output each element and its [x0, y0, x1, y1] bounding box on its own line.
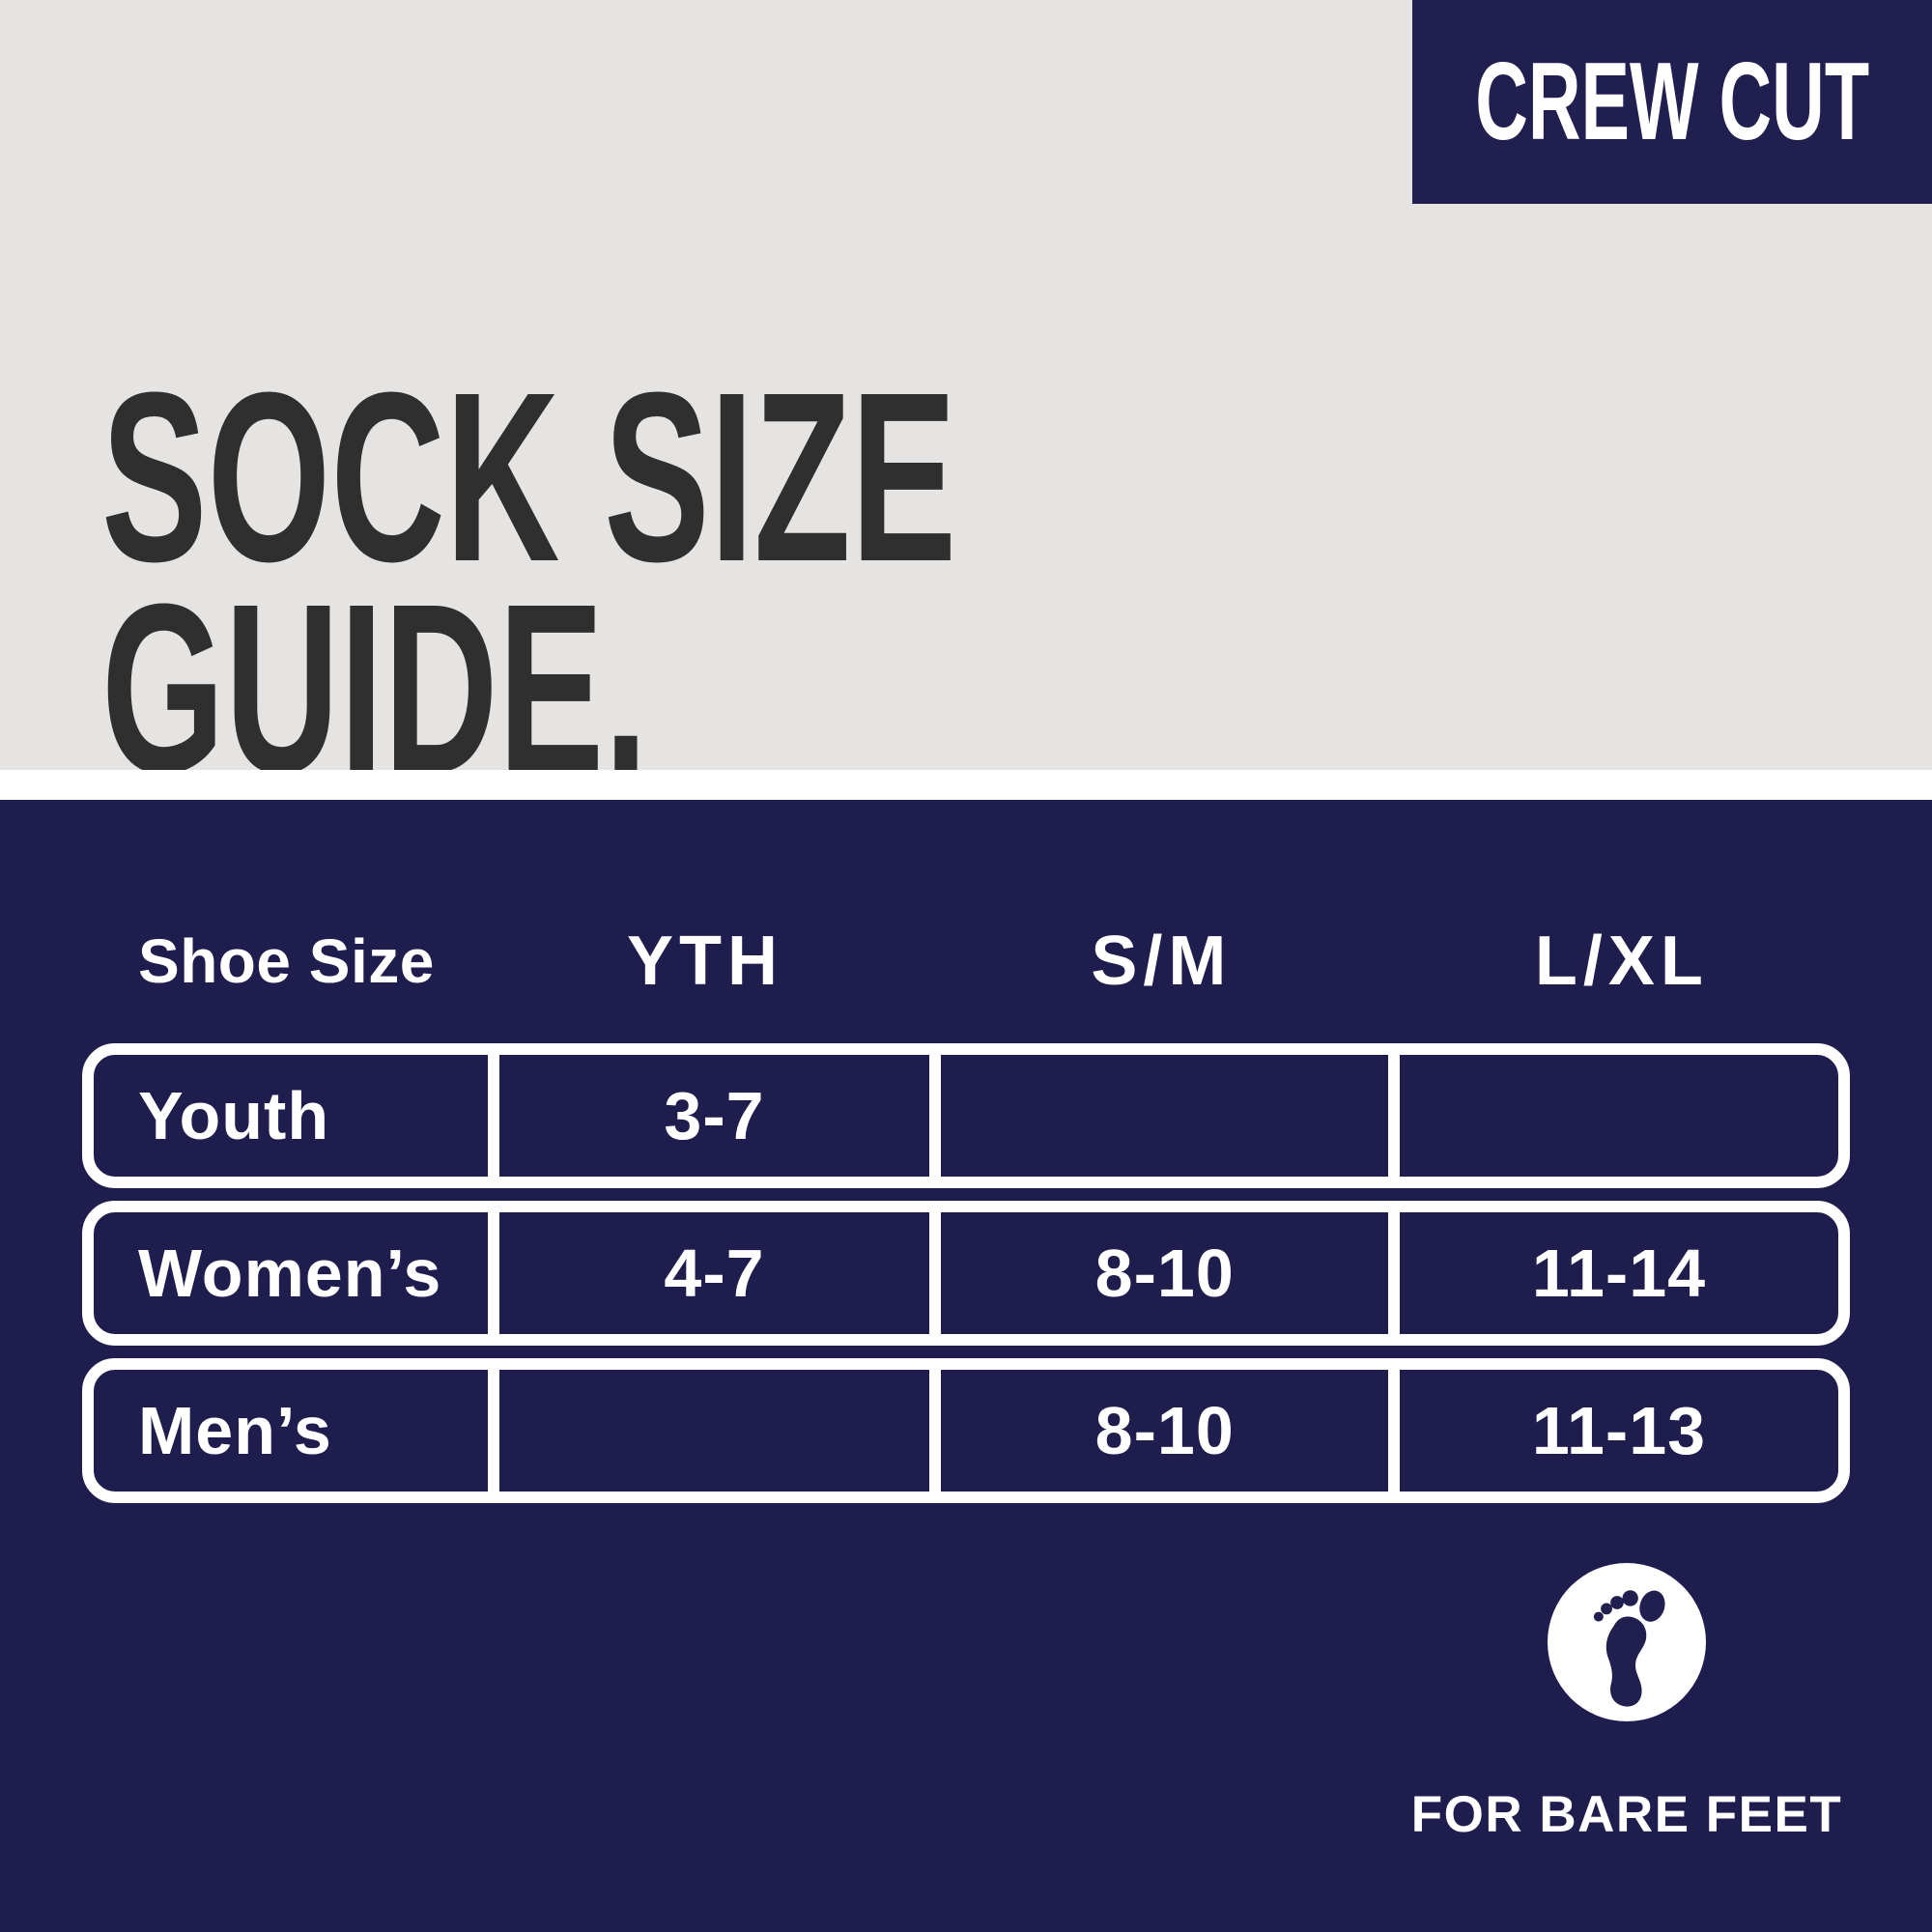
table-row-womens: Women’s 4-7 8-10 11-14 — [82, 1201, 1850, 1346]
cell-womens-sm: 8-10 — [929, 1212, 1388, 1334]
cell-youth-sm — [929, 1055, 1388, 1177]
header-shoe-size: Shoe Size — [138, 926, 435, 996]
page-title-line-2: GUIDE. — [101, 553, 648, 823]
row-label: Youth — [138, 1078, 330, 1153]
cut-style-badge-label: CREW CUT — [1475, 41, 1869, 163]
cell-mens-yth — [487, 1370, 930, 1492]
footprint-icon — [1548, 1563, 1706, 1721]
row-label: Women’s — [138, 1236, 442, 1311]
page-title-line-1: SOCK SIZE — [101, 341, 957, 611]
cell-mens-sm: 8-10 — [929, 1370, 1388, 1492]
header-lxl: L/XL — [1534, 923, 1709, 1000]
header-sm: S/M — [1091, 923, 1233, 1000]
section-divider — [0, 770, 1932, 800]
page-title: SOCK SIZE GUIDE. — [101, 341, 1403, 823]
size-table-header: Shoe Size YTH S/M L/XL — [82, 908, 1850, 1014]
size-table: Youth 3-7 Women’s 4-7 8-10 11-14 Men’s 8… — [82, 1043, 1850, 1516]
table-row-mens: Men’s 8-10 11-13 — [82, 1358, 1850, 1503]
cell-womens-lxl: 11-14 — [1388, 1212, 1838, 1334]
brand-name: FOR BARE FEET — [1410, 1786, 1843, 1843]
cut-style-badge: CREW CUT — [1412, 0, 1932, 204]
header-yth: YTH — [626, 923, 783, 1000]
cell-youth-yth: 3-7 — [487, 1055, 930, 1177]
brand-logo — [1548, 1563, 1706, 1721]
cell-mens-lxl: 11-13 — [1388, 1370, 1838, 1492]
cell-womens-yth: 4-7 — [487, 1212, 930, 1334]
row-label: Men’s — [138, 1393, 332, 1468]
table-row-youth: Youth 3-7 — [82, 1043, 1850, 1188]
cell-youth-lxl — [1388, 1055, 1838, 1177]
